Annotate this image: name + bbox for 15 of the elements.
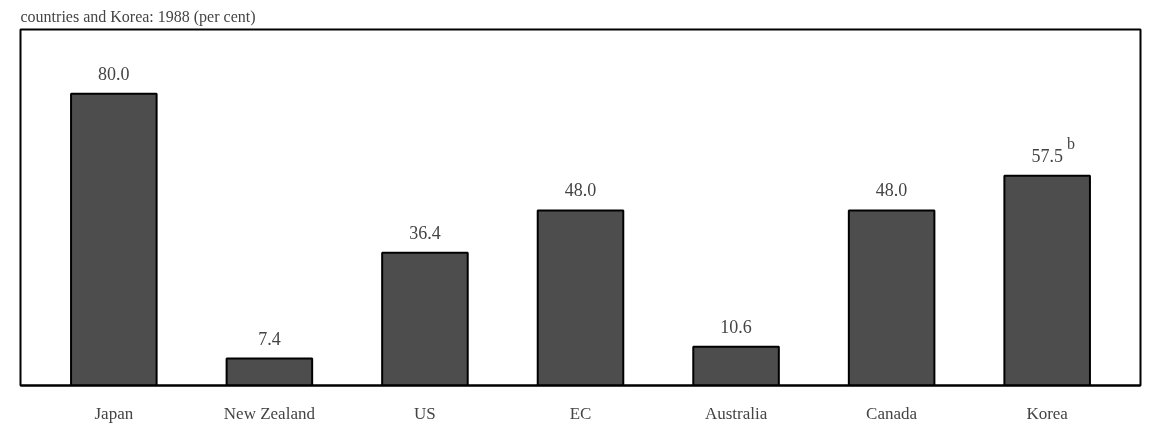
data-label: 10.6 (720, 316, 752, 337)
data-label: 48.0 (564, 180, 597, 201)
x-tick-label: US (414, 403, 436, 423)
x-tick-label: Canada (866, 403, 918, 423)
x-tick-label: EC (569, 403, 592, 423)
data-label: 7.4 (258, 328, 281, 349)
data-label: 80.0 (98, 63, 130, 84)
x-tick-label: Korea (1026, 403, 1069, 423)
data-label: 36.4 (409, 222, 441, 243)
chart-title: countries and Korea: 1988 (per cent) (20, 7, 256, 26)
data-label: 57.5b (1031, 134, 1075, 166)
x-tick-label: New Zealand (223, 403, 316, 423)
x-tick-label: Japan (94, 403, 134, 423)
data-label: 48.0 (875, 180, 908, 201)
x-tick-label: Australia (704, 403, 768, 423)
